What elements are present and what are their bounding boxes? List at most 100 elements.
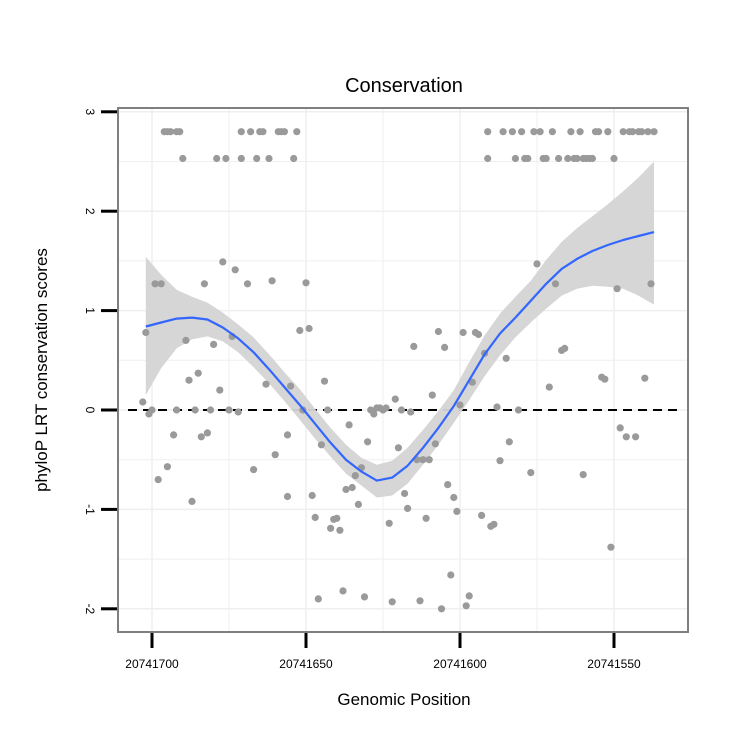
data-point bbox=[391, 395, 399, 403]
data-point bbox=[462, 602, 470, 610]
data-point bbox=[484, 154, 492, 163]
data-point bbox=[333, 514, 341, 522]
data-point bbox=[490, 520, 498, 528]
data-point bbox=[268, 277, 276, 285]
data-point bbox=[641, 374, 649, 382]
data-point bbox=[206, 406, 215, 414]
y-tick-label: -2 bbox=[83, 603, 97, 614]
data-point bbox=[511, 154, 519, 163]
data-point bbox=[262, 380, 270, 388]
data-point bbox=[484, 128, 492, 136]
data-point bbox=[622, 433, 630, 441]
data-point bbox=[647, 280, 655, 288]
data-point bbox=[243, 280, 252, 288]
data-point bbox=[283, 431, 292, 439]
data-point bbox=[287, 382, 295, 390]
data-point bbox=[173, 406, 181, 414]
x-axis: 20741700 20741650 20741600 20741550 bbox=[125, 633, 641, 671]
data-point bbox=[154, 476, 162, 484]
data-point bbox=[530, 128, 538, 136]
data-point bbox=[404, 504, 412, 512]
data-point bbox=[320, 377, 329, 385]
data-point bbox=[650, 128, 658, 136]
data-point bbox=[271, 451, 279, 459]
data-point bbox=[394, 444, 402, 452]
data-point bbox=[533, 260, 541, 268]
data-point bbox=[456, 401, 464, 409]
data-point bbox=[354, 500, 362, 508]
data-point bbox=[474, 330, 483, 339]
data-point bbox=[465, 592, 473, 600]
data-point bbox=[478, 511, 486, 519]
smooth-line bbox=[145, 231, 655, 482]
data-point bbox=[336, 526, 344, 534]
data-point bbox=[305, 324, 313, 333]
x-tick-label: 20741550 bbox=[587, 657, 641, 671]
data-point bbox=[536, 128, 544, 136]
data-point bbox=[293, 128, 301, 136]
data-point bbox=[561, 344, 569, 352]
data-point bbox=[527, 469, 535, 477]
data-point bbox=[493, 403, 501, 411]
data-point bbox=[604, 128, 612, 136]
data-point bbox=[499, 128, 507, 136]
data-point bbox=[163, 463, 171, 471]
data-point bbox=[425, 456, 433, 464]
data-point bbox=[234, 408, 242, 416]
data-points bbox=[139, 128, 658, 613]
data-point bbox=[401, 489, 409, 498]
data-point bbox=[148, 406, 156, 414]
data-point bbox=[468, 378, 476, 386]
data-point bbox=[200, 280, 208, 288]
data-point bbox=[182, 336, 190, 344]
data-point bbox=[518, 128, 526, 136]
y-axis: -2 -1 0 1 2 3 bbox=[83, 108, 117, 614]
data-point bbox=[142, 328, 150, 337]
data-point bbox=[176, 128, 184, 136]
data-point bbox=[247, 128, 255, 136]
data-point bbox=[225, 406, 233, 414]
data-point bbox=[327, 524, 335, 532]
data-point bbox=[555, 154, 563, 163]
data-point bbox=[197, 433, 205, 441]
data-point bbox=[542, 154, 550, 163]
data-point bbox=[610, 154, 618, 163]
data-point bbox=[364, 438, 372, 446]
data-point bbox=[619, 128, 627, 136]
data-point bbox=[139, 398, 147, 406]
data-point bbox=[308, 491, 316, 500]
data-point bbox=[441, 343, 449, 351]
data-point bbox=[496, 457, 504, 465]
data-point bbox=[508, 128, 516, 136]
data-point bbox=[283, 492, 292, 501]
data-point bbox=[450, 493, 458, 502]
data-point bbox=[188, 497, 196, 505]
plot-background bbox=[118, 108, 688, 632]
data-point bbox=[551, 280, 560, 288]
data-point bbox=[370, 410, 378, 418]
data-point bbox=[203, 429, 211, 437]
data-point bbox=[548, 128, 557, 136]
data-point bbox=[166, 128, 175, 136]
data-point bbox=[431, 440, 439, 448]
data-point bbox=[632, 433, 640, 441]
data-point bbox=[453, 507, 461, 515]
data-point bbox=[607, 543, 615, 551]
data-point bbox=[447, 571, 455, 579]
data-point bbox=[311, 513, 319, 522]
data-point bbox=[194, 369, 202, 377]
data-point bbox=[628, 128, 637, 136]
y-axis-label: phyloP LRT conservation scores bbox=[32, 248, 51, 492]
x-axis-label: Genomic Position bbox=[337, 690, 470, 709]
data-point bbox=[216, 386, 224, 394]
y-tick-label: 0 bbox=[83, 407, 97, 414]
data-point bbox=[351, 472, 359, 480]
data-point bbox=[259, 128, 267, 136]
data-point bbox=[644, 128, 652, 136]
data-point bbox=[524, 154, 532, 163]
y-tick-label: 2 bbox=[83, 208, 97, 215]
plot-area bbox=[117, 107, 689, 633]
data-point bbox=[514, 406, 523, 414]
data-point bbox=[302, 279, 310, 287]
